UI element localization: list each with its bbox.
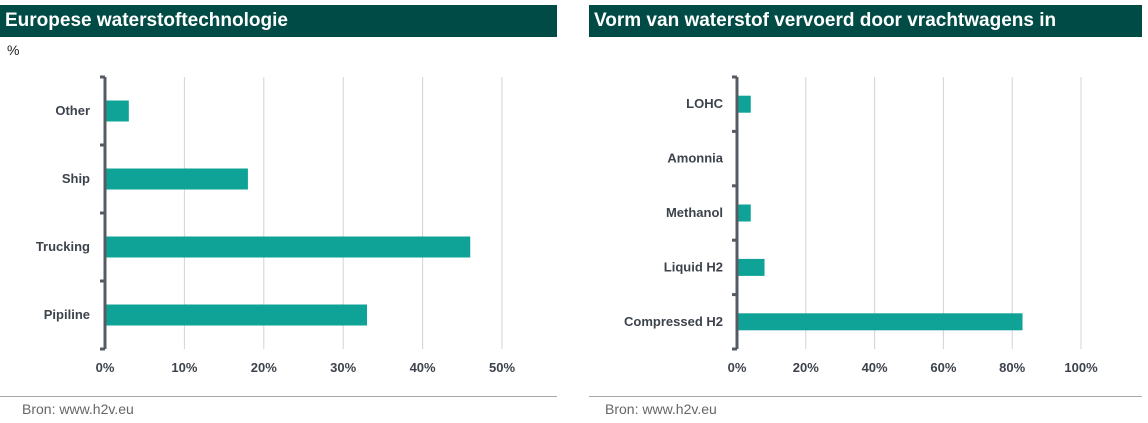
category-label: Methanol [666, 205, 723, 220]
bar-chart-right: LOHC Amonnia Methanol Liquid H2 Compressed H… [624, 75, 1098, 375]
bar [737, 313, 1023, 331]
x-tick-label: 10% [171, 360, 197, 375]
x-tick-label: 100% [1064, 360, 1098, 375]
source-text-right: Bron: www.h2v.eu [605, 401, 717, 417]
chart-title-right: Vorm van waterstof vervoerd door vrachtw… [589, 5, 1142, 37]
x-tick-label: 60% [930, 360, 956, 375]
category-label: Pipiline [44, 307, 90, 322]
source-divider-right [589, 396, 1142, 397]
category-label: Compressed H2 [624, 314, 723, 329]
x-tick-label: 0% [728, 360, 747, 375]
bar [105, 236, 471, 258]
category-label: LOHC [686, 96, 723, 111]
x-tick-label: 40% [410, 360, 436, 375]
x-tick-label: 20% [793, 360, 819, 375]
bar-chart-left: Other Ship Trucking Pipiline 0% 10% 20% 30% 40% 5… [36, 75, 515, 375]
bar [105, 168, 248, 190]
bar [105, 304, 368, 326]
x-tick-label: 20% [251, 360, 277, 375]
x-tick-label: 50% [489, 360, 515, 375]
source-text-left: Bron: www.h2v.eu [22, 401, 134, 417]
category-label: Trucking [36, 239, 90, 254]
category-label: Ship [62, 171, 90, 186]
x-tick-label: 0% [96, 360, 115, 375]
bar [737, 95, 751, 113]
chart-title-left: Europese waterstoftechnologie [0, 5, 557, 37]
x-tick-label: 80% [999, 360, 1025, 375]
bar [105, 100, 129, 122]
unit-label-left: % [7, 42, 20, 58]
source-divider-left [0, 396, 557, 397]
category-label: Other [55, 103, 90, 118]
chart-panel-right: Vorm van waterstof vervoerd door vrachtw… [589, 0, 1142, 423]
category-label: Amonnia [667, 151, 723, 166]
x-tick-label: 30% [330, 360, 356, 375]
bar [737, 258, 765, 276]
bar [737, 204, 751, 222]
category-label: Liquid H2 [664, 259, 723, 274]
chart-panel-left: Europese waterstoftechnologie % Other Shi… [0, 0, 557, 423]
x-tick-label: 40% [862, 360, 888, 375]
